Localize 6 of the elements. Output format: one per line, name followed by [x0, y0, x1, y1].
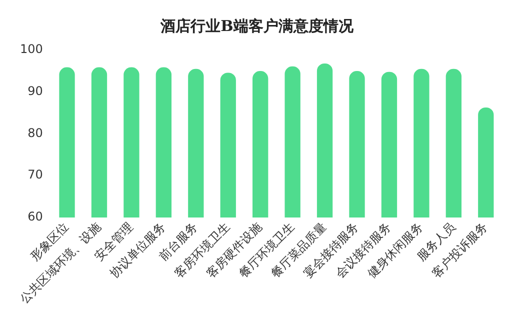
y-tick-label: 80: [28, 126, 43, 140]
y-tick-label: 60: [28, 210, 43, 224]
chart-title: 酒店行业B端客户满意度情况: [160, 16, 354, 35]
y-tick-label: 70: [28, 168, 43, 182]
y-tick-label: 90: [28, 84, 43, 98]
y-tick-label: 100: [20, 42, 43, 56]
